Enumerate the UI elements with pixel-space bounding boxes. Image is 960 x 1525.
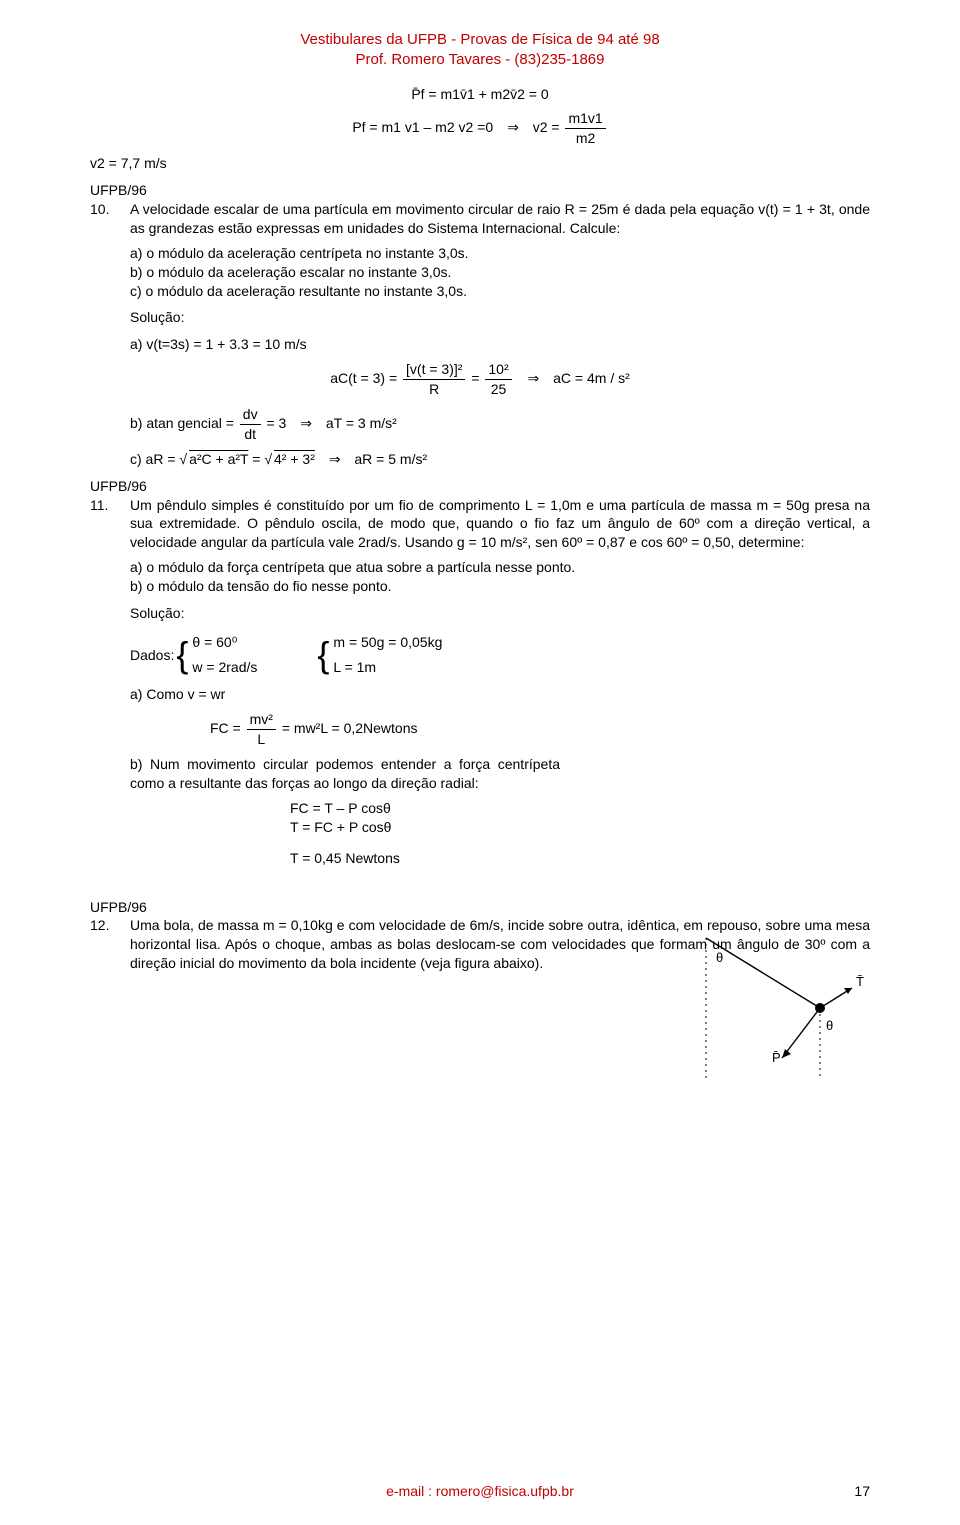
frac-den: m2: [565, 129, 605, 148]
frac-num: dv: [240, 405, 261, 425]
q11-dados: Dados: { θ = 60⁰ w = 2rad/s { m = 50g = …: [130, 631, 870, 680]
equals-icon: =: [252, 451, 264, 467]
fraction-m1v1-m2: m1v1 m2: [565, 109, 605, 148]
eq-vector-Pf: P̄f = m1v̄1 + m2v̄2 = 0: [90, 85, 870, 104]
theta-bottom-label: θ: [826, 1018, 833, 1033]
q11-sol-a-head: a) Como v = wr: [130, 685, 870, 704]
at-lhs: b) atan gencial =: [130, 415, 234, 431]
equals-3: = 3: [266, 415, 286, 431]
theta-top-label: θ: [716, 950, 723, 965]
q11-text: Um pêndulo simples é constituído por um …: [130, 496, 870, 553]
frac-den: L: [247, 730, 276, 749]
T-vector-label: T̄: [856, 974, 864, 989]
P-vector-label: P̄: [772, 1050, 781, 1065]
page-header: Vestibulares da UFPB - Provas de Física …: [90, 30, 870, 71]
frac-dv-dt: dv dt: [240, 405, 261, 444]
dados-label: Dados:: [130, 646, 174, 665]
q10-item-b: b) o módulo da aceleração escalar no ins…: [130, 263, 870, 282]
v2-result: v2 = 7,7 m/s: [90, 154, 870, 173]
q10-item-a: a) o módulo da aceleração centrípeta no …: [130, 244, 870, 263]
q10-text: A velocidade escalar de uma partícula em…: [130, 200, 870, 238]
q12-tag: UFPB/96: [90, 898, 870, 917]
q10-item-c: c) o módulo da aceleração resultante no …: [130, 282, 870, 301]
eq-scalar-Pf: Pf = m1 v1 – m2 v2 =0 ⇒ v2 = m1v1 m2: [90, 109, 870, 148]
frac-den: R: [403, 380, 465, 399]
q11-item-b: b) o módulo da tensão do fio nesse ponto…: [130, 577, 870, 596]
footer-page-number: 17: [854, 1482, 870, 1501]
q11-solucao-label: Solução:: [130, 604, 870, 623]
ar-lhs: c) aR =: [130, 451, 176, 467]
q10-sol-b: b) atan gencial = dv dt = 3 ⇒ aT = 3 m/s…: [130, 405, 870, 444]
frac-num: 10²: [485, 360, 511, 380]
fc-rhs: = mw²L = 0,2Newtons: [282, 720, 418, 736]
header-line1: Vestibulares da UFPB - Provas de Física …: [90, 30, 870, 50]
header-line2: Prof. Romero Tavares - (83)235-1869: [90, 50, 870, 70]
eq-scalar-left: Pf = m1 v1 – m2 v2 =0: [352, 119, 493, 135]
eq-vec-text: P̄f = m1v̄1 + m2v̄2 = 0: [411, 86, 548, 102]
dados-theta: θ = 60⁰: [192, 633, 257, 652]
q10-tag: UFPB/96: [90, 181, 870, 200]
q11-sol-b-eq1: FC = T – P cosθ: [290, 799, 870, 818]
dados-L: L = 1m: [333, 658, 442, 677]
arrow-icon: ⇒: [329, 451, 341, 467]
q11-item-a: a) o módulo da força centrípeta que atua…: [130, 558, 870, 577]
radical-icon: √: [264, 451, 272, 467]
equals-icon: =: [471, 370, 479, 386]
frac-num: mv²: [247, 710, 276, 730]
brace-icon: {: [317, 631, 329, 680]
q11-number: 11.: [90, 496, 130, 553]
frac-num: [v(t = 3)]²: [403, 360, 465, 380]
q10-number: 10.: [90, 200, 130, 238]
radical-icon: √: [179, 451, 187, 467]
pendulum-svg: θ θ T̄ P̄: [660, 930, 880, 1100]
q11-tag: UFPB/96: [90, 477, 870, 496]
frac-mv2-L: mv² L: [247, 710, 276, 749]
page-footer: e-mail : romero@fisica.ufpb.br 17: [90, 1482, 870, 1501]
at-result: aT = 3 m/s²: [326, 415, 397, 431]
q10-solucao-label: Solução:: [130, 308, 870, 327]
sqrt-inner2: 4² + 3²: [272, 451, 315, 467]
sqrt-inner1: a²C + a²T: [187, 451, 248, 467]
frac-v2-R: [v(t = 3)]² R: [403, 360, 465, 399]
arrow-icon: ⇒: [528, 370, 540, 386]
dados-m: m = 50g = 0,05kg: [333, 633, 442, 652]
q12-number: 12.: [90, 916, 130, 973]
pendulum-diagram: θ θ T̄ P̄: [660, 930, 880, 1100]
q10-sol-c: c) aR = √a²C + a²T = √4² + 3² ⇒ aR = 5 m…: [130, 450, 870, 469]
arrow-icon: ⇒: [300, 415, 312, 431]
arrow-icon: ⇒: [507, 119, 519, 135]
ac-result: aC = 4m / s²: [553, 370, 630, 386]
dados-w: w = 2rad/s: [192, 658, 257, 677]
ar-result: aR = 5 m/s²: [354, 451, 427, 467]
ac-lhs: aC(t = 3) =: [330, 370, 397, 386]
frac-den: 25: [485, 380, 511, 399]
brace-icon: {: [176, 631, 188, 680]
q11-sol-b-eq2: T = FC + P cosθ: [290, 818, 870, 837]
q10-sol-a-line: a) v(t=3s) = 1 + 3.3 = 10 m/s: [130, 335, 870, 354]
q10-sol-a-eq: aC(t = 3) = [v(t = 3)]² R = 10² 25 ⇒ aC …: [90, 360, 870, 399]
frac-num: m1v1: [565, 109, 605, 129]
footer-email: e-mail : romero@fisica.ufpb.br: [90, 1482, 870, 1501]
frac-100-25: 10² 25: [485, 360, 511, 399]
frac-den: dt: [240, 425, 261, 444]
q11-sol-a-eq: FC = mv² L = mw²L = 0,2Newtons: [210, 710, 870, 749]
q11-sol-b-text: b) Num movimento circular podemos entend…: [130, 755, 560, 793]
q11-sol-b-res: T = 0,45 Newtons: [290, 849, 870, 868]
eq-scalar-lhs: v2 =: [533, 119, 560, 135]
fc-lhs: FC =: [210, 720, 241, 736]
